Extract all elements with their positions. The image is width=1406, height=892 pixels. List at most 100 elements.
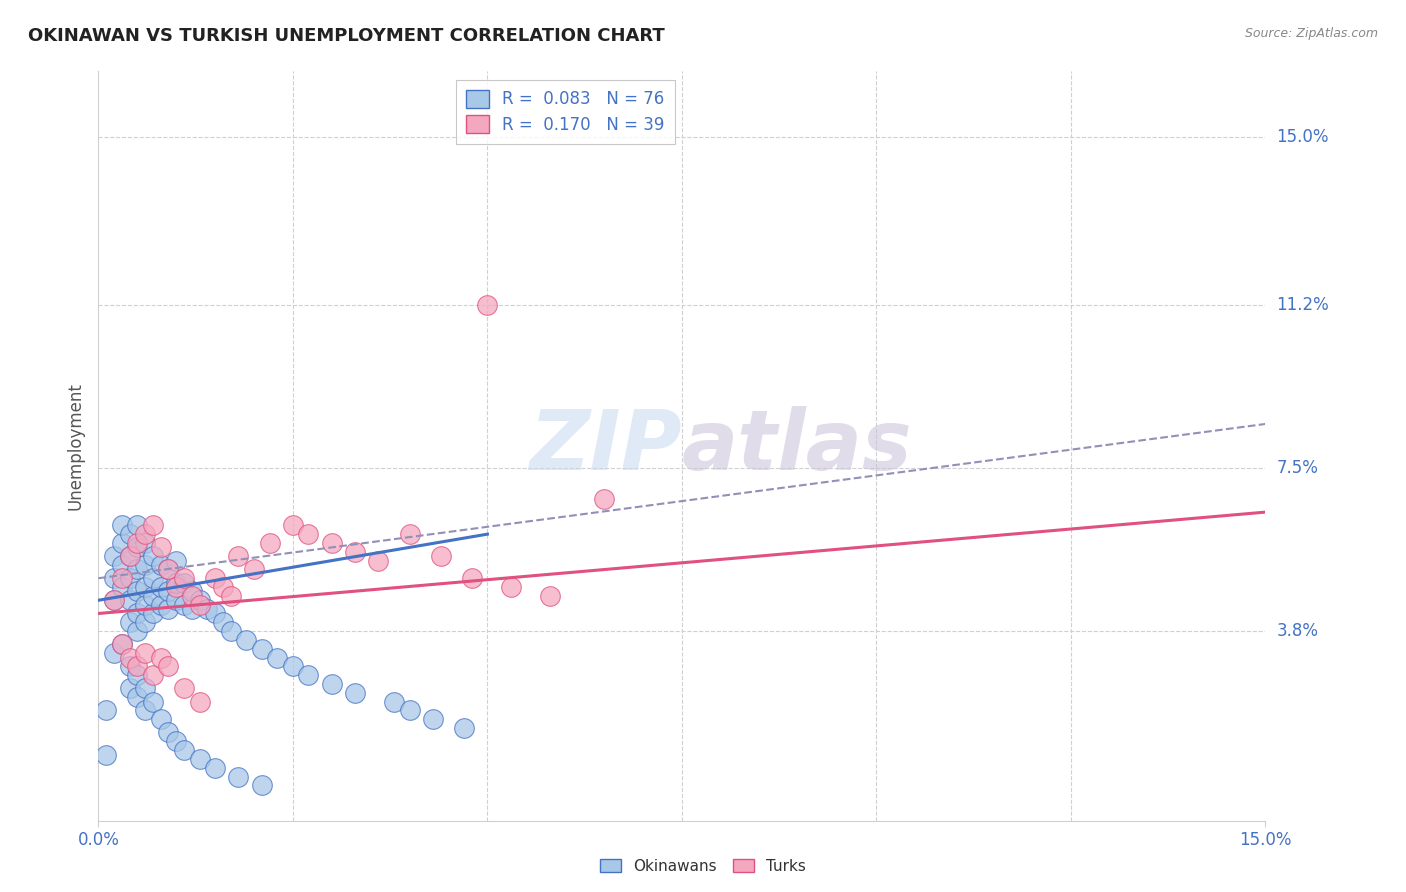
Point: [297, 527, 319, 541]
Point: [142, 695, 165, 709]
Text: OKINAWAN VS TURKISH UNEMPLOYMENT CORRELATION CHART: OKINAWAN VS TURKISH UNEMPLOYMENT CORRELA…: [28, 27, 665, 45]
Point: [212, 580, 235, 594]
Point: [499, 580, 522, 594]
Point: [149, 650, 172, 665]
Point: [157, 602, 180, 616]
Point: [96, 747, 118, 762]
Point: [398, 527, 420, 541]
Point: [266, 650, 288, 665]
Point: [165, 580, 187, 594]
Point: [127, 584, 149, 599]
Point: [219, 589, 242, 603]
Point: [111, 518, 134, 533]
Point: [235, 632, 257, 647]
Point: [398, 703, 420, 717]
Point: [188, 598, 211, 612]
Point: [204, 571, 226, 585]
Text: 7.5%: 7.5%: [1277, 459, 1319, 477]
Text: 11.2%: 11.2%: [1277, 296, 1329, 314]
Point: [134, 558, 156, 572]
Point: [219, 624, 242, 639]
Point: [149, 580, 172, 594]
Point: [461, 571, 484, 585]
Point: [118, 593, 141, 607]
Point: [134, 703, 156, 717]
Point: [111, 637, 134, 651]
Point: [259, 536, 281, 550]
Point: [118, 681, 141, 696]
Point: [422, 712, 444, 726]
Point: [111, 580, 134, 594]
Text: 15.0%: 15.0%: [1277, 128, 1329, 146]
Point: [111, 536, 134, 550]
Point: [134, 646, 156, 660]
Point: [188, 752, 211, 766]
Point: [127, 668, 149, 682]
Point: [157, 584, 180, 599]
Point: [134, 536, 156, 550]
Point: [429, 549, 451, 564]
Point: [165, 734, 187, 748]
Point: [103, 646, 125, 660]
Point: [165, 593, 187, 607]
Point: [134, 527, 156, 541]
Point: [111, 558, 134, 572]
Point: [127, 562, 149, 576]
Point: [127, 659, 149, 673]
Point: [118, 549, 141, 564]
Point: [103, 593, 125, 607]
Point: [297, 668, 319, 682]
Point: [149, 598, 172, 612]
Point: [204, 607, 226, 621]
Point: [134, 580, 156, 594]
Point: [127, 624, 149, 639]
Point: [173, 575, 195, 590]
Point: [321, 536, 343, 550]
Point: [344, 686, 367, 700]
Point: [142, 607, 165, 621]
Point: [142, 589, 165, 603]
Point: [103, 593, 125, 607]
Point: [195, 602, 218, 616]
Point: [173, 681, 195, 696]
Point: [157, 725, 180, 739]
Point: [134, 598, 156, 612]
Point: [118, 650, 141, 665]
Point: [188, 593, 211, 607]
Point: [134, 615, 156, 630]
Point: [96, 703, 118, 717]
Point: [157, 562, 180, 576]
Point: [382, 695, 405, 709]
Point: [127, 536, 149, 550]
Legend: R =  0.083   N = 76, R =  0.170   N = 39: R = 0.083 N = 76, R = 0.170 N = 39: [456, 79, 675, 144]
Point: [453, 721, 475, 735]
Legend: Okinawans, Turks: Okinawans, Turks: [593, 853, 813, 880]
Point: [188, 695, 211, 709]
Point: [118, 659, 141, 673]
Point: [149, 541, 172, 555]
Point: [180, 584, 202, 599]
Point: [173, 743, 195, 757]
Point: [173, 571, 195, 585]
Point: [228, 770, 250, 784]
Point: [157, 562, 180, 576]
Point: [142, 549, 165, 564]
Point: [173, 598, 195, 612]
Point: [118, 527, 141, 541]
Point: [212, 615, 235, 630]
Point: [367, 553, 389, 567]
Point: [538, 589, 561, 603]
Y-axis label: Unemployment: Unemployment: [66, 382, 84, 510]
Point: [118, 615, 141, 630]
Point: [127, 541, 149, 555]
Point: [165, 553, 187, 567]
Point: [118, 571, 141, 585]
Point: [142, 571, 165, 585]
Point: [142, 668, 165, 682]
Point: [127, 607, 149, 621]
Point: [103, 549, 125, 564]
Point: [111, 637, 134, 651]
Text: Source: ZipAtlas.com: Source: ZipAtlas.com: [1244, 27, 1378, 40]
Point: [127, 690, 149, 705]
Point: [180, 602, 202, 616]
